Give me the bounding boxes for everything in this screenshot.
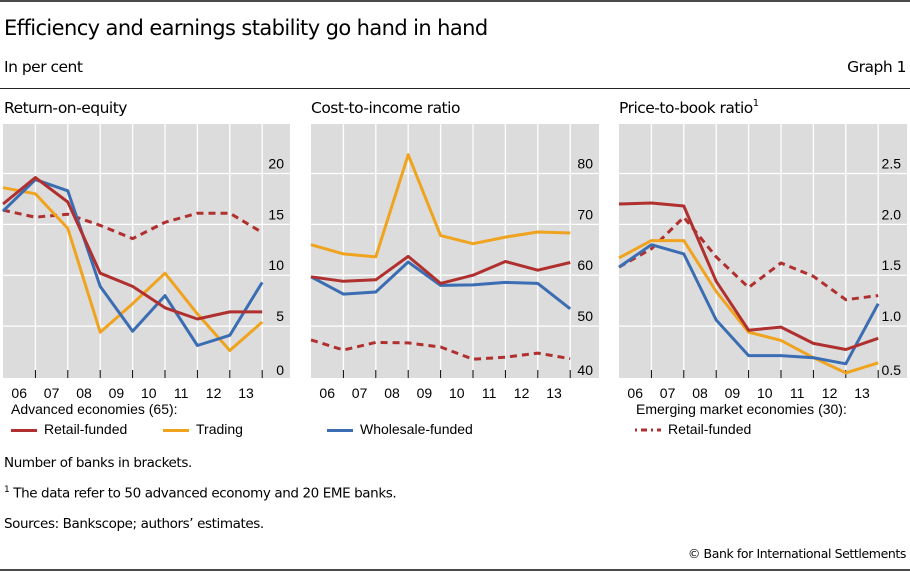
x-tick-label-roe: 08 bbox=[76, 385, 92, 401]
series-line-cti-trading bbox=[310, 153, 571, 259]
plot-background-roe bbox=[3, 124, 290, 378]
plot-background-cti bbox=[311, 124, 599, 378]
series-line-ptb-wholesale-funded bbox=[618, 243, 880, 366]
x-tick-label-cti: 12 bbox=[514, 385, 530, 401]
y-tick-label-ptb: 2.0 bbox=[882, 206, 902, 222]
x-tick-label-roe: 06 bbox=[11, 385, 27, 401]
x-tick-label-cti: 07 bbox=[352, 385, 368, 401]
series-line-cti-wholesale-funded bbox=[310, 260, 572, 310]
x-tick-label-cti: 09 bbox=[417, 385, 433, 401]
plot-background-ptb bbox=[619, 124, 907, 378]
legend-label-emerging-retail-funded: Retail-funded bbox=[668, 421, 752, 437]
panel-title-ptb-text: Price-to-book ratio bbox=[619, 99, 753, 118]
y-tick-label-roe: 15 bbox=[268, 206, 284, 222]
y-tick-label-cti: 80 bbox=[577, 155, 593, 171]
x-tick-label-roe: 12 bbox=[206, 385, 222, 401]
y-tick-label-roe: 0 bbox=[276, 362, 284, 378]
footnote-1-text: The data refer to 50 advanced economy an… bbox=[9, 485, 397, 502]
panel-title-roe-text: Return-on-equity bbox=[4, 99, 127, 117]
graph-number: Graph 1 bbox=[847, 58, 906, 76]
y-tick-label-cti: 50 bbox=[577, 308, 593, 324]
x-tick-label-ptb: 12 bbox=[822, 385, 838, 401]
x-tick-label-cti: 08 bbox=[384, 385, 400, 401]
bottom-rule bbox=[0, 569, 910, 571]
x-tick-label-ptb: 07 bbox=[660, 385, 676, 401]
panel-title-cti-text: Cost-to-income ratio bbox=[311, 99, 460, 117]
series-line-cti-emerging-retail-funded bbox=[310, 338, 571, 361]
x-tick-label-ptb: 09 bbox=[725, 385, 741, 401]
series-line-cti-retail-funded bbox=[310, 254, 571, 285]
panel-title-cti: Cost-to-income ratio bbox=[311, 99, 460, 117]
x-tick-label-roe: 13 bbox=[238, 385, 254, 401]
y-tick-label-roe: 5 bbox=[276, 308, 284, 324]
chart-title: Efficiency and earnings stability go han… bbox=[4, 16, 488, 40]
y-tick-label-cti: 40 bbox=[577, 362, 593, 378]
x-tick-label-cti: 10 bbox=[449, 385, 465, 401]
top-rule bbox=[0, 0, 910, 2]
y-tick-label-ptb: 0.5 bbox=[882, 362, 902, 378]
y-tick-label-cti: 60 bbox=[577, 257, 593, 273]
y-tick-label-cti: 70 bbox=[577, 206, 593, 222]
x-tick-label-cti: 13 bbox=[546, 385, 562, 401]
note-number-of-banks: Number of banks in brackets. bbox=[4, 455, 192, 471]
legend-key-emerging-retail-funded bbox=[635, 428, 661, 432]
y-tick-label-roe: 10 bbox=[268, 257, 284, 273]
panel-title-ptb: Price-to-book ratio1 bbox=[619, 98, 759, 118]
legend-group-advanced: Advanced economies (65): bbox=[11, 401, 178, 417]
x-tick-label-roe: 11 bbox=[174, 385, 189, 401]
x-tick-label-cti: 06 bbox=[319, 385, 335, 401]
x-tick-label-ptb: 13 bbox=[854, 385, 870, 401]
panel-title-roe: Return-on-equity bbox=[4, 99, 127, 117]
series-line-ptb-emerging-retail-funded bbox=[618, 215, 879, 302]
chart-subtitle: In per cent bbox=[4, 58, 83, 76]
x-tick-label-ptb: 06 bbox=[627, 385, 643, 401]
legend-label-retail-funded: Retail-funded bbox=[44, 421, 128, 437]
legend-group-emerging: Emerging market economies (30): bbox=[636, 401, 847, 417]
legend-key-wholesale-funded bbox=[327, 429, 353, 432]
legend-key-retail-funded bbox=[11, 429, 37, 432]
x-tick-label-ptb: 10 bbox=[757, 385, 773, 401]
x-tick-label-roe: 07 bbox=[44, 385, 60, 401]
panel-title-ptb-footnote: 1 bbox=[752, 98, 759, 109]
y-tick-label-ptb: 1.5 bbox=[882, 257, 902, 273]
footnote-1-marker: 1 bbox=[4, 485, 10, 495]
footnote-1: 1 The data refer to 50 advanced economy … bbox=[4, 485, 397, 502]
x-tick-label-roe: 09 bbox=[109, 385, 125, 401]
y-tick-label-roe: 20 bbox=[268, 155, 284, 171]
sources-note: Sources: Bankscope; authors’ estimates. bbox=[4, 516, 264, 532]
legend-label-wholesale-funded: Wholesale-funded bbox=[360, 421, 473, 437]
copyright: © Bank for International Settlements bbox=[687, 546, 907, 561]
header-rule bbox=[0, 88, 910, 89]
series-line-ptb-trading bbox=[618, 239, 879, 375]
x-tick-label-cti: 11 bbox=[482, 385, 497, 401]
x-tick-label-ptb: 08 bbox=[692, 385, 708, 401]
x-tick-label-ptb: 11 bbox=[790, 385, 805, 401]
y-tick-label-ptb: 1.0 bbox=[882, 308, 902, 324]
y-tick-label-ptb: 2.5 bbox=[882, 155, 902, 171]
legend-key-trading bbox=[163, 429, 189, 432]
series-line-roe-retail-funded bbox=[2, 176, 263, 321]
legend-label-trading: Trading bbox=[196, 421, 243, 437]
x-tick-label-roe: 10 bbox=[141, 385, 157, 401]
